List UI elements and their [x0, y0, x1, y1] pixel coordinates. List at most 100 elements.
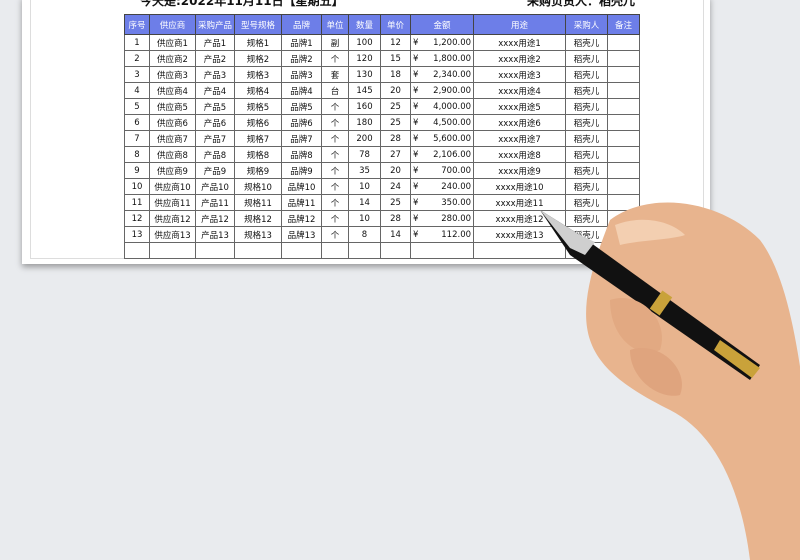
table-cell[interactable]: 100 — [348, 34, 382, 51]
table-cell[interactable]: xxxx用途5 — [473, 98, 567, 115]
table-cell[interactable]: 供应商2 — [149, 50, 196, 67]
table-cell[interactable]: 品牌13 — [281, 226, 323, 243]
table-cell[interactable] — [410, 242, 475, 259]
table-cell[interactable]: 稻壳儿 — [565, 114, 609, 131]
table-cell[interactable]: 供应商3 — [149, 66, 196, 83]
table-cell[interactable]: 供应商4 — [149, 82, 196, 99]
table-cell[interactable]: 套 — [321, 66, 350, 83]
table-cell[interactable]: 24 — [380, 178, 412, 195]
table-cell[interactable]: 台 — [321, 82, 350, 99]
table-cell[interactable]: 个 — [321, 130, 350, 147]
table-cell[interactable]: 规格11 — [234, 194, 283, 211]
table-cell[interactable]: 个 — [321, 162, 350, 179]
table-cell[interactable]: 品牌8 — [281, 146, 323, 163]
table-cell[interactable]: 145 — [348, 82, 382, 99]
table-cell[interactable]: 11 — [124, 194, 150, 211]
table-cell[interactable]: 20 — [380, 162, 412, 179]
table-cell[interactable]: 14 — [380, 226, 412, 243]
table-cell[interactable]: 15 — [380, 50, 412, 67]
table-cell[interactable] — [607, 130, 641, 147]
table-cell[interactable]: ¥1,800.00 — [410, 50, 475, 67]
table-cell[interactable]: ¥700.00 — [410, 162, 475, 179]
table-cell[interactable]: 4 — [124, 82, 150, 99]
table-cell[interactable]: 规格4 — [234, 82, 283, 99]
table-cell[interactable]: 供应商10 — [149, 178, 196, 195]
table-cell[interactable]: 12 — [380, 34, 412, 51]
table-cell[interactable]: 稻壳儿 — [565, 82, 609, 99]
table-cell[interactable]: 稻壳儿 — [565, 162, 609, 179]
table-cell[interactable]: 稻壳儿 — [565, 34, 609, 51]
table-cell[interactable]: xxxx用途8 — [473, 146, 567, 163]
table-cell[interactable]: 产品2 — [194, 50, 236, 67]
table-cell[interactable]: 规格7 — [234, 130, 283, 147]
table-cell[interactable]: xxxx用途2 — [473, 50, 567, 67]
table-cell[interactable]: 18 — [380, 66, 412, 83]
table-cell[interactable]: 供应商12 — [149, 210, 196, 227]
table-cell[interactable]: 2 — [124, 50, 150, 67]
table-cell[interactable]: ¥2,340.00 — [410, 66, 475, 83]
table-cell[interactable]: 25 — [380, 194, 412, 211]
table-cell[interactable]: 供应商1 — [149, 34, 196, 51]
table-cell[interactable]: 供应商13 — [149, 226, 196, 243]
table-cell[interactable]: 稻壳儿 — [565, 146, 609, 163]
table-cell[interactable]: ¥112.00 — [410, 226, 475, 243]
table-cell[interactable]: 品牌10 — [281, 178, 323, 195]
table-cell[interactable]: 规格6 — [234, 114, 283, 131]
table-cell[interactable]: 个 — [321, 226, 350, 243]
table-cell[interactable]: ¥280.00 — [410, 210, 475, 227]
table-cell[interactable]: 品牌2 — [281, 50, 323, 67]
table-cell[interactable] — [607, 34, 641, 51]
table-cell[interactable]: 产品4 — [194, 82, 236, 99]
table-cell[interactable]: xxxx用途3 — [473, 66, 567, 83]
table-cell[interactable]: 13 — [124, 226, 150, 243]
table-cell[interactable]: xxxx用途4 — [473, 82, 567, 99]
table-cell[interactable]: 稻壳儿 — [565, 98, 609, 115]
table-cell[interactable]: 供应商7 — [149, 130, 196, 147]
table-cell[interactable]: ¥4,500.00 — [410, 114, 475, 131]
table-cell[interactable]: 产品11 — [194, 194, 236, 211]
table-cell[interactable]: 稻壳儿 — [565, 66, 609, 83]
table-cell[interactable]: ¥350.00 — [410, 194, 475, 211]
table-cell[interactable]: xxxx用途1 — [473, 34, 567, 51]
table-cell[interactable]: 产品6 — [194, 114, 236, 131]
table-cell[interactable]: 规格13 — [234, 226, 283, 243]
table-cell[interactable] — [149, 242, 196, 259]
table-cell[interactable]: 个 — [321, 194, 350, 211]
table-cell[interactable]: 28 — [380, 130, 412, 147]
table-cell[interactable]: 规格5 — [234, 98, 283, 115]
table-cell[interactable] — [281, 242, 323, 259]
table-cell[interactable]: ¥2,106.00 — [410, 146, 475, 163]
table-cell[interactable]: 规格3 — [234, 66, 283, 83]
table-cell[interactable]: 130 — [348, 66, 382, 83]
table-cell[interactable]: 120 — [348, 50, 382, 67]
table-cell[interactable]: 个 — [321, 210, 350, 227]
table-cell[interactable]: 品牌1 — [281, 34, 323, 51]
table-cell[interactable]: 10 — [124, 178, 150, 195]
table-cell[interactable]: 25 — [380, 114, 412, 131]
table-cell[interactable]: 个 — [321, 98, 350, 115]
table-cell[interactable]: 27 — [380, 146, 412, 163]
table-cell[interactable]: 稻壳儿 — [565, 50, 609, 67]
table-cell[interactable]: 产品10 — [194, 178, 236, 195]
table-cell[interactable]: xxxx用途9 — [473, 162, 567, 179]
table-cell[interactable]: 25 — [380, 98, 412, 115]
table-cell[interactable] — [380, 242, 412, 259]
table-cell[interactable]: 35 — [348, 162, 382, 179]
table-cell[interactable] — [348, 242, 382, 259]
table-cell[interactable]: 产品13 — [194, 226, 236, 243]
table-cell[interactable]: 1 — [124, 34, 150, 51]
table-cell[interactable]: ¥1,200.00 — [410, 34, 475, 51]
table-cell[interactable]: 规格8 — [234, 146, 283, 163]
table-cell[interactable]: 品牌9 — [281, 162, 323, 179]
table-cell[interactable]: 品牌3 — [281, 66, 323, 83]
table-cell[interactable]: 产品8 — [194, 146, 236, 163]
table-cell[interactable] — [607, 146, 641, 163]
table-cell[interactable] — [607, 82, 641, 99]
table-cell[interactable] — [607, 66, 641, 83]
table-cell[interactable]: 品牌11 — [281, 194, 323, 211]
table-cell[interactable]: 8 — [348, 226, 382, 243]
table-cell[interactable]: 3 — [124, 66, 150, 83]
table-cell[interactable]: 180 — [348, 114, 382, 131]
table-cell[interactable]: 供应商6 — [149, 114, 196, 131]
table-cell[interactable]: 个 — [321, 50, 350, 67]
